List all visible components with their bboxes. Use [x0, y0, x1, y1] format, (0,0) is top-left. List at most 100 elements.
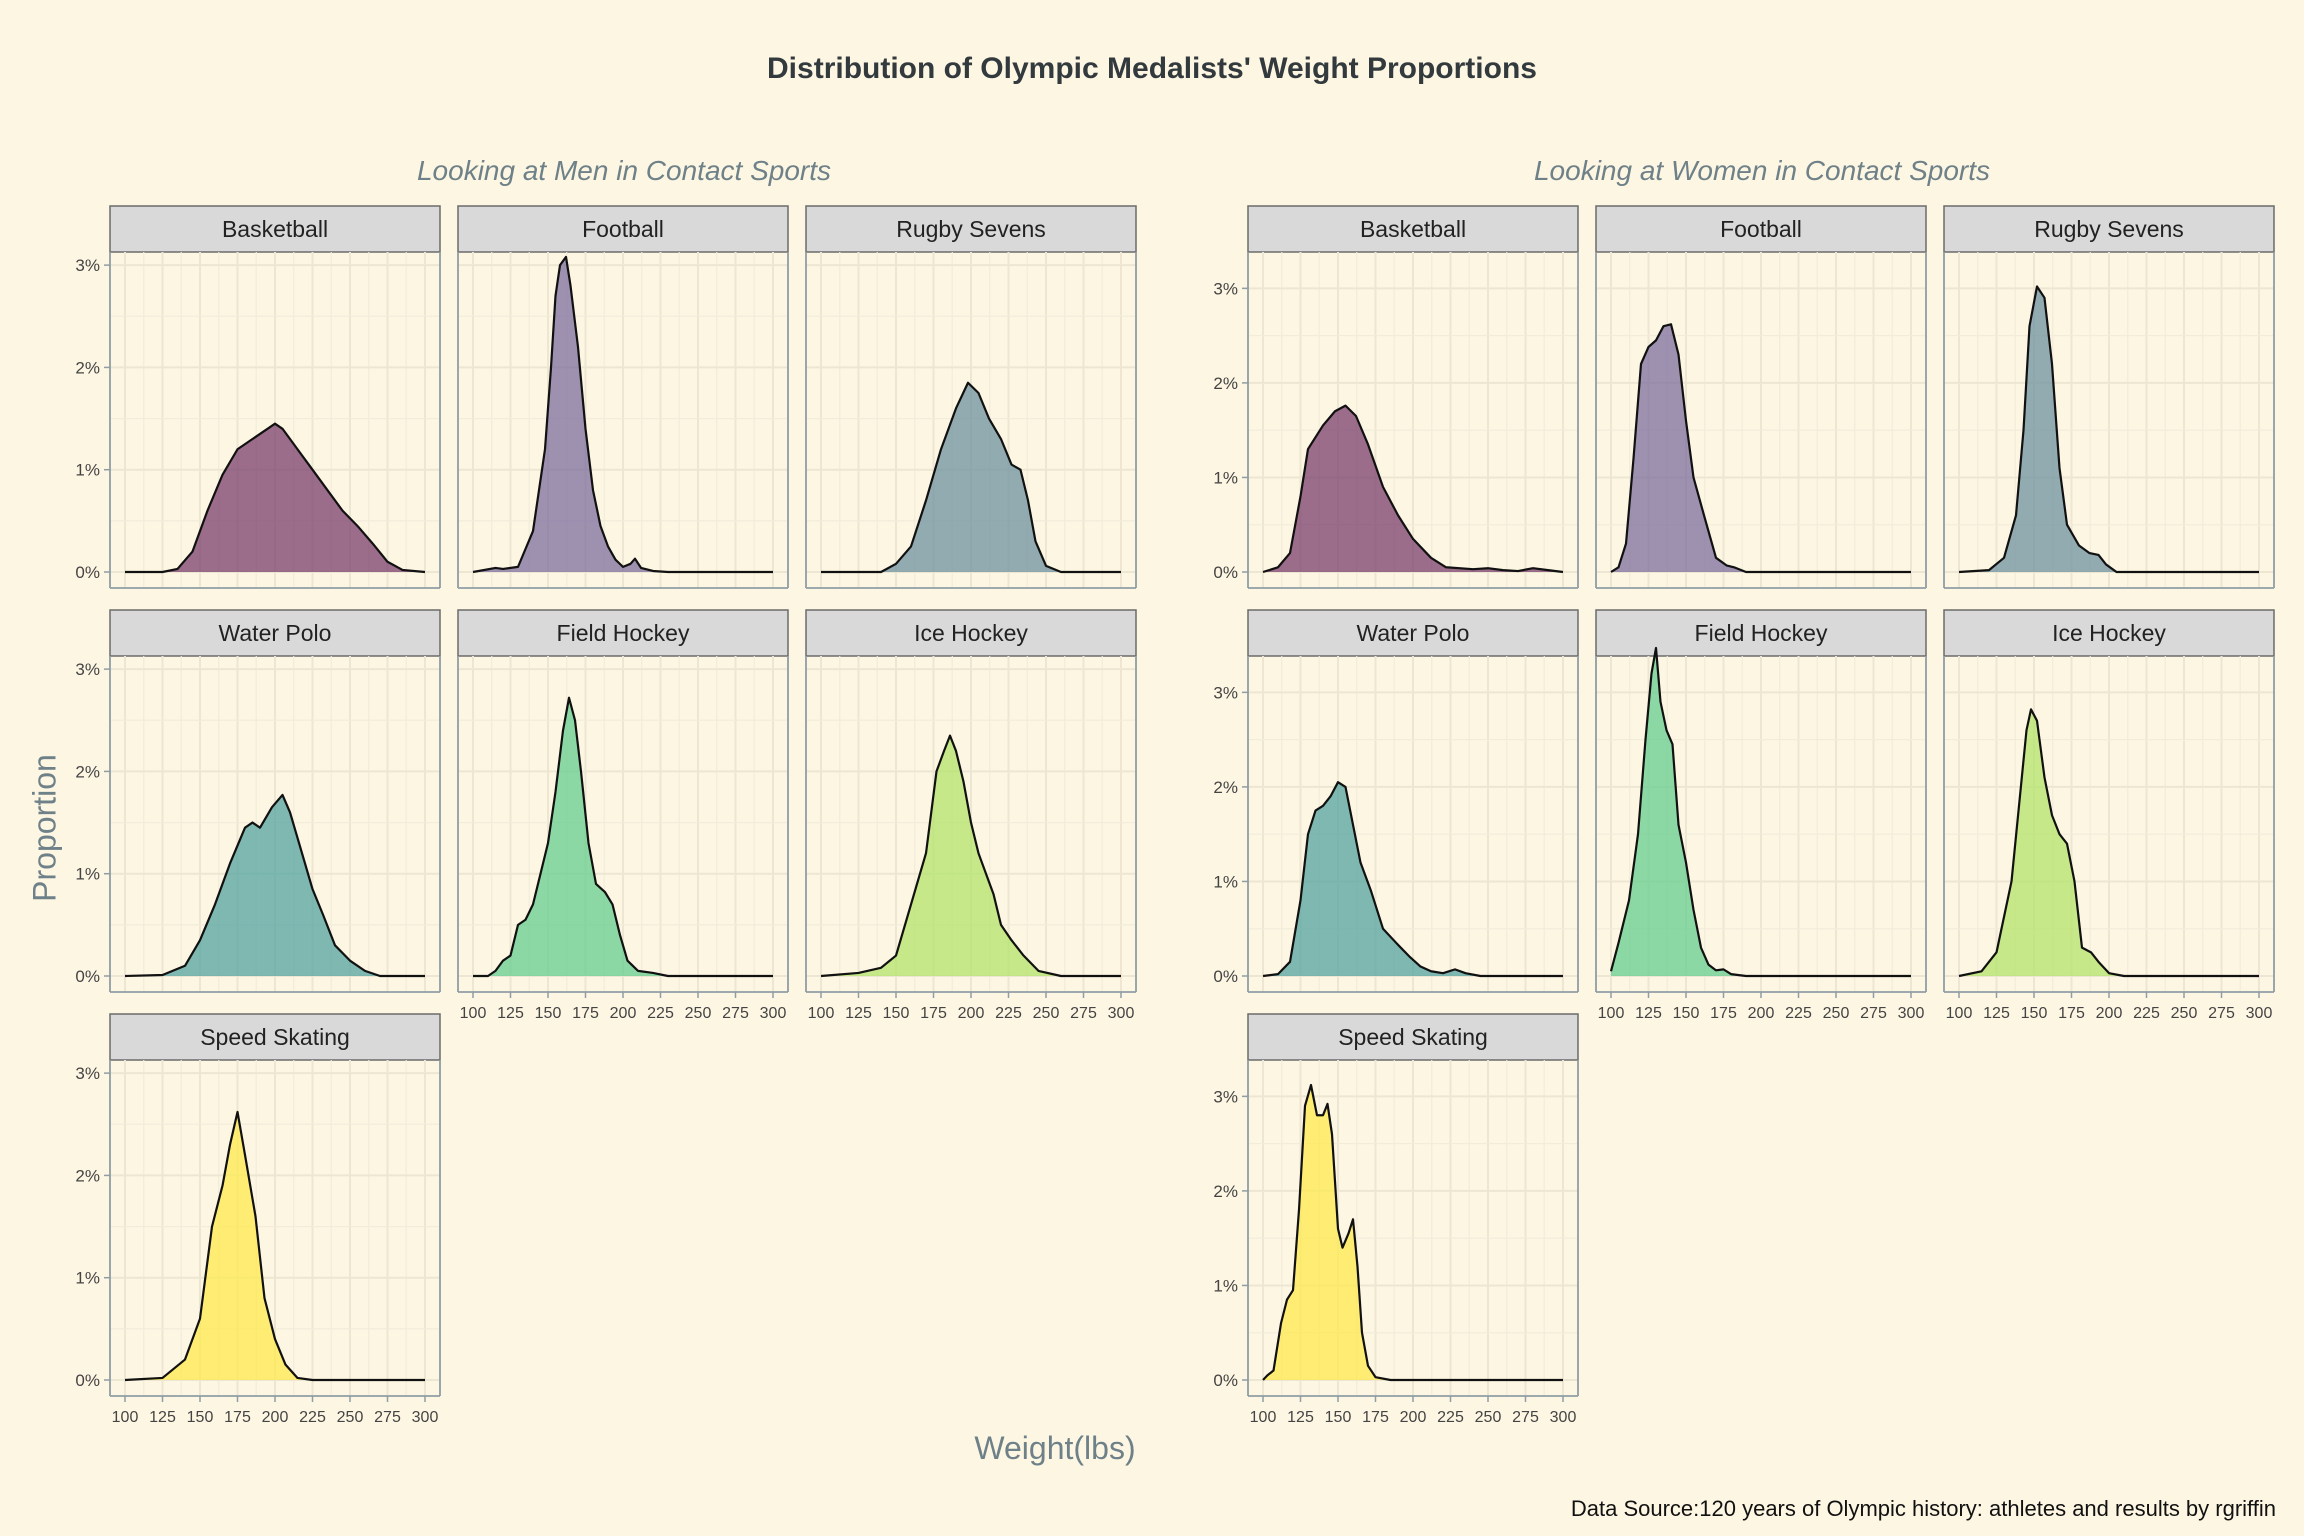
panel-men-basketball: Basketball 0% 1% 2% 3% — [75, 205, 441, 589]
strip-label-women-water-polo: Water Polo — [1357, 620, 1470, 646]
y-tick-label: 0% — [75, 967, 100, 986]
density-line-men-basketball — [125, 422, 426, 574]
density-line-women-ice-hockey — [1958, 708, 2259, 978]
x-tick-label: 225 — [995, 1005, 1022, 1022]
y-tick-label: 2% — [1213, 1182, 1238, 1201]
density-line-men-field-hockey — [473, 696, 773, 978]
x-tick-label: 150 — [1325, 1409, 1352, 1426]
x-tick-label: 225 — [647, 1005, 674, 1022]
x-tick-label: 150 — [187, 1409, 214, 1426]
strip-label-men-rugby-sevens: Rugby Sevens — [896, 216, 1046, 242]
strip-women-ice-hockey — [1943, 609, 2275, 657]
y-tick-label: 1% — [1213, 468, 1238, 487]
x-tick-label: 200 — [262, 1409, 289, 1426]
density-line-men-rugby-sevens — [821, 381, 1121, 574]
strip-women-football — [1595, 205, 1927, 253]
density-line-women-football — [1610, 323, 1911, 574]
y-tick-label: 2% — [75, 358, 100, 377]
strip-men-ice-hockey — [805, 609, 1137, 657]
x-tick-label: 200 — [958, 1005, 985, 1022]
strip-label-women-basketball: Basketball — [1360, 216, 1466, 242]
x-tick-label: 250 — [1475, 1409, 1502, 1426]
panel-men-speed-skating: Speed Skating 0% 1% 2% 3% 100 125 150 175 200 225 2… — [75, 1013, 441, 1426]
density-area-men-water-polo — [125, 794, 425, 976]
strip-label-men-ice-hockey: Ice Hockey — [914, 620, 1028, 646]
x-tick-label: 150 — [1673, 1005, 1700, 1022]
y-tick-label: 3% — [1213, 683, 1238, 702]
density-area-men-field-hockey — [473, 697, 773, 976]
y-tick-label: 2% — [75, 1166, 100, 1185]
panel-women-basketball: Basketball 0% 1% 2% 3% — [1213, 205, 1579, 589]
density-area-men-ice-hockey — [821, 735, 1121, 976]
density-line-women-field-hockey — [1609, 646, 1911, 978]
y-tick-label: 0% — [1213, 967, 1238, 986]
strip-label-men-football: Football — [582, 216, 664, 242]
panel-women-field-hockey: Field Hockey 100 125 150 175 200 225 250 275 300 — [1595, 609, 1927, 1022]
strip-label-women-ice-hockey: Ice Hockey — [2052, 620, 2166, 646]
density-line-men-speed-skating — [124, 1110, 425, 1382]
x-tick-label: 250 — [1033, 1005, 1060, 1022]
x-tick-label: 275 — [374, 1409, 401, 1426]
x-tick-label: 100 — [808, 1005, 835, 1022]
y-tick-label: 0% — [75, 1371, 100, 1390]
x-tick-label: 275 — [2208, 1005, 2235, 1022]
x-tick-label: 200 — [610, 1005, 637, 1022]
density-area-women-speed-skating — [1263, 1085, 1563, 1380]
x-tick-label: 300 — [2246, 1005, 2273, 1022]
density-line-men-ice-hockey — [820, 734, 1121, 978]
x-tick-label: 200 — [1400, 1409, 1427, 1426]
panel-men-rugby-sevens: Rugby Sevens — [805, 205, 1137, 589]
density-line-men-football — [472, 255, 773, 574]
x-tick-label: 125 — [149, 1409, 176, 1426]
density-area-men-basketball — [125, 423, 425, 572]
x-tick-label: 125 — [1635, 1005, 1662, 1022]
x-tick-label: 300 — [760, 1005, 787, 1022]
x-tick-label: 200 — [2096, 1005, 2123, 1022]
x-tick-label: 125 — [845, 1005, 872, 1022]
strip-women-basketball — [1247, 205, 1579, 253]
y-tick-label: 1% — [75, 865, 100, 884]
panel-women-speed-skating: Speed Skating 0% 1% 2% 3% 100 125 150 175 200 225 2… — [1213, 1013, 1579, 1426]
x-tick-label: 175 — [224, 1409, 251, 1426]
x-tick-label: 225 — [2133, 1005, 2160, 1022]
density-area-men-football — [473, 256, 773, 572]
x-tick-label: 250 — [685, 1005, 712, 1022]
panel-men-football: Football — [457, 205, 789, 589]
x-tick-label: 300 — [1898, 1005, 1925, 1022]
density-line-women-water-polo — [1262, 781, 1563, 978]
strip-men-rugby-sevens — [805, 205, 1137, 253]
density-line-men-water-polo — [124, 793, 425, 978]
strip-men-basketball — [109, 205, 441, 253]
density-area-women-field-hockey — [1611, 647, 1911, 976]
x-tick-label: 275 — [722, 1005, 749, 1022]
x-tick-label: 225 — [1437, 1409, 1464, 1426]
x-tick-label: 100 — [1946, 1005, 1973, 1022]
x-tick-label: 300 — [1550, 1409, 1577, 1426]
y-tick-label: 3% — [75, 256, 100, 275]
strip-men-football — [457, 205, 789, 253]
y-tick-label: 3% — [1213, 279, 1238, 298]
chart-title: Distribution of Olympic Medalists' Weigh… — [767, 52, 1537, 85]
x-tick-label: 100 — [1250, 1409, 1277, 1426]
x-tick-label: 225 — [1785, 1005, 1812, 1022]
x-tick-label: 125 — [1287, 1409, 1314, 1426]
panel-women-rugby-sevens: Rugby Sevens — [1943, 205, 2275, 589]
strip-women-field-hockey — [1595, 609, 1927, 657]
x-tick-label: 200 — [1748, 1005, 1775, 1022]
strip-men-water-polo — [109, 609, 441, 657]
x-tick-label: 250 — [337, 1409, 364, 1426]
strip-men-speed-skating — [109, 1013, 441, 1061]
x-tick-label: 125 — [497, 1005, 524, 1022]
y-tick-label: 3% — [75, 1064, 100, 1083]
y-tick-label: 1% — [75, 461, 100, 480]
density-area-women-rugby-sevens — [1959, 286, 2259, 572]
density-area-women-basketball — [1263, 405, 1563, 572]
x-tick-label: 175 — [1710, 1005, 1737, 1022]
strip-label-men-speed-skating: Speed Skating — [200, 1024, 350, 1050]
strip-label-women-football: Football — [1720, 216, 1802, 242]
x-tick-label: 150 — [2021, 1005, 2048, 1022]
x-tick-label: 100 — [112, 1409, 139, 1426]
density-line-women-basketball — [1262, 404, 1564, 574]
y-tick-label: 1% — [1213, 872, 1238, 891]
